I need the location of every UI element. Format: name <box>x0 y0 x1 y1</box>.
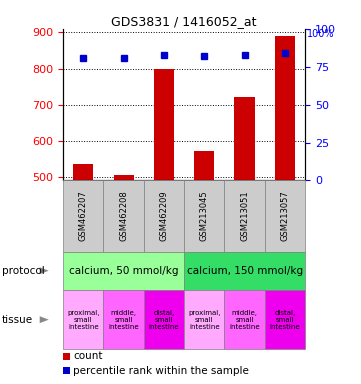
Text: tissue: tissue <box>2 314 33 325</box>
Text: protocol: protocol <box>2 266 44 276</box>
Text: proximal,
small
intestine: proximal, small intestine <box>67 310 100 330</box>
Bar <box>275 36 295 180</box>
Text: GSM462207: GSM462207 <box>79 190 88 242</box>
Text: calcium, 150 mmol/kg: calcium, 150 mmol/kg <box>187 266 303 276</box>
Text: GSM462208: GSM462208 <box>119 190 128 242</box>
Text: GSM213051: GSM213051 <box>240 191 249 241</box>
Title: GDS3831 / 1416052_at: GDS3831 / 1416052_at <box>111 15 257 28</box>
Text: distal,
small
intestine: distal, small intestine <box>149 310 179 330</box>
Bar <box>114 175 134 180</box>
Text: proximal,
small
intestine: proximal, small intestine <box>188 310 221 330</box>
Text: middle,
small
intestine: middle, small intestine <box>229 310 260 330</box>
Bar <box>194 151 214 180</box>
Bar <box>73 164 93 180</box>
Text: distal,
small
intestine: distal, small intestine <box>270 310 300 330</box>
Text: middle,
small
intestine: middle, small intestine <box>108 310 139 330</box>
Bar <box>235 98 255 180</box>
Text: GSM462209: GSM462209 <box>160 191 169 241</box>
Text: 100%: 100% <box>307 29 334 39</box>
Bar <box>154 68 174 180</box>
Text: GSM213057: GSM213057 <box>280 190 290 242</box>
Text: percentile rank within the sample: percentile rank within the sample <box>73 366 249 376</box>
Text: count: count <box>73 351 103 361</box>
Text: calcium, 50 mmol/kg: calcium, 50 mmol/kg <box>69 266 178 276</box>
Text: GSM213045: GSM213045 <box>200 191 209 241</box>
